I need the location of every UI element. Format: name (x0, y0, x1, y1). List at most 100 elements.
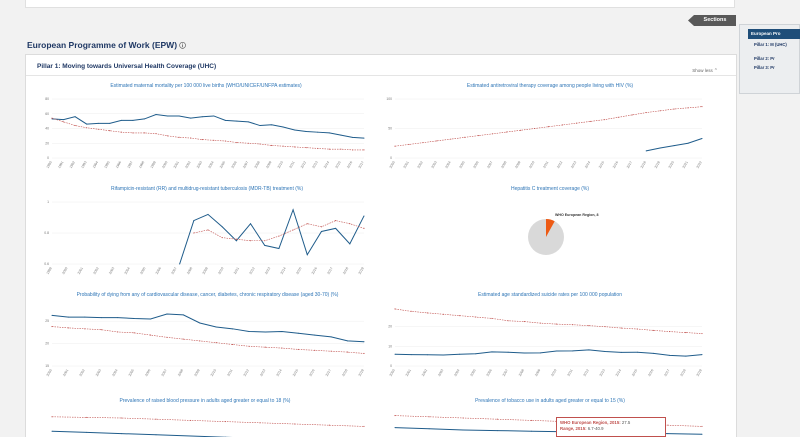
x-tick-label: 2015 (598, 160, 605, 169)
data-point (589, 120, 591, 122)
data-point (264, 244, 266, 246)
data-point (523, 321, 525, 323)
data-point (150, 318, 152, 320)
x-tick-label: 2005 (458, 160, 465, 169)
data-point (215, 342, 217, 344)
x-tick-label: 2007 (502, 368, 509, 377)
y-tick-label: 25 (45, 319, 49, 323)
data-point (491, 317, 493, 319)
data-point (282, 126, 284, 128)
data-point (428, 416, 430, 418)
data-point (442, 313, 445, 315)
data-point (442, 354, 444, 356)
data-point (248, 331, 250, 333)
x-tick-label: 2006 (231, 160, 238, 169)
x-tick-label: 2001 (62, 368, 69, 377)
x-tick-label: 2019 (696, 368, 703, 377)
show-less-button[interactable]: Show less⌃ (692, 68, 718, 74)
chart-tooltip: WHO European Region, 2015: 27.5 Range, 2… (556, 417, 666, 437)
data-point (422, 142, 424, 144)
data-point (132, 132, 134, 134)
y-tick-label: 40 (45, 127, 49, 131)
toc-item-pillar-3[interactable]: Pillar 3: Pr (754, 65, 800, 71)
y-tick-label: 0 (47, 156, 49, 160)
x-tick-label: 1998 (138, 160, 145, 169)
x-tick-label: 2005 (139, 266, 146, 275)
data-point (109, 122, 111, 124)
data-point (74, 125, 76, 127)
x-tick-label: 2000 (61, 266, 68, 275)
chart-title-tobacco-use: Prevalence of tobacco use in adults aged… (475, 398, 625, 404)
data-point (199, 322, 201, 324)
x-tick-label: 2012 (248, 266, 255, 275)
x-tick-label: 2015 (631, 368, 638, 377)
x-tick-label: 2003 (95, 368, 102, 377)
data-point (351, 136, 353, 138)
data-point (84, 316, 86, 318)
pie-data-label: WHO European Region, 8 (555, 213, 599, 217)
data-point (109, 130, 111, 132)
data-point (620, 327, 622, 329)
data-point (193, 220, 195, 222)
toc-item-pillar-2[interactable]: Pillar 2: Pr (754, 56, 800, 62)
x-tick-label: 2012 (300, 160, 307, 169)
data-point (673, 108, 675, 110)
data-point (213, 115, 215, 117)
x-tick-label: 2017 (326, 266, 333, 275)
data-point (561, 124, 564, 126)
data-point (259, 143, 261, 145)
x-tick-label: 2013 (570, 160, 577, 169)
x-tick-label: 2002 (92, 266, 99, 275)
y-tick-label: 80 (45, 97, 49, 101)
top-card (25, 0, 735, 8)
y-tick-label: 10 (388, 344, 392, 348)
data-point (179, 263, 181, 265)
x-tick-label: 2019 (654, 160, 661, 169)
data-point (97, 122, 99, 124)
sections-panel-header[interactable]: European Pro (748, 29, 800, 39)
x-tick-label: 2000 (389, 160, 396, 169)
series-line (394, 106, 703, 147)
chart-title-maternal-mortality: Estimated maternal mortality per 100 000… (110, 83, 302, 89)
data-point (685, 355, 687, 357)
data-point (294, 423, 296, 425)
x-tick-label: 2015 (292, 368, 299, 377)
x-tick-label: 2017 (663, 368, 670, 377)
data-point (259, 422, 261, 424)
data-point (97, 128, 99, 130)
data-point (86, 416, 88, 418)
x-tick-label: 1996 (115, 160, 122, 169)
data-point (63, 119, 65, 121)
x-tick-label: 2007 (170, 266, 177, 275)
data-point (394, 353, 396, 355)
x-tick-label: 2001 (405, 368, 412, 377)
data-point (659, 147, 661, 149)
data-point (235, 240, 237, 242)
sections-button[interactable]: Sections (688, 15, 736, 26)
toc-item-pillar-1[interactable]: Pillar 1: M (UHC) (754, 42, 800, 53)
x-tick-label: 1999 (150, 160, 157, 169)
data-point (328, 148, 330, 150)
data-point (363, 215, 365, 217)
info-icon[interactable]: 🛈 (179, 43, 187, 50)
x-tick-label: 2006 (472, 160, 479, 169)
x-tick-label: 2002 (184, 160, 191, 169)
x-tick-label: 2003 (430, 160, 437, 169)
data-point (306, 254, 308, 256)
x-tick-label: 2012 (243, 368, 250, 377)
chart-maternal-mortality: 0 20 40 60 80 1990 1991 1992 1993 1994 1995 1996 199… (45, 97, 365, 169)
data-point (351, 149, 353, 151)
data-point (363, 137, 365, 139)
x-tick-label: 2005 (128, 368, 135, 377)
y-tick-label: 20 (388, 325, 392, 329)
x-tick-label: 2011 (288, 160, 295, 168)
data-point (530, 430, 532, 432)
data-point (143, 118, 145, 120)
data-point (51, 416, 53, 418)
series-line (51, 117, 364, 151)
data-point (86, 127, 88, 129)
x-tick-label: 2014 (584, 160, 591, 169)
data-point (67, 327, 69, 329)
data-point (51, 117, 53, 119)
data-point (213, 139, 215, 141)
